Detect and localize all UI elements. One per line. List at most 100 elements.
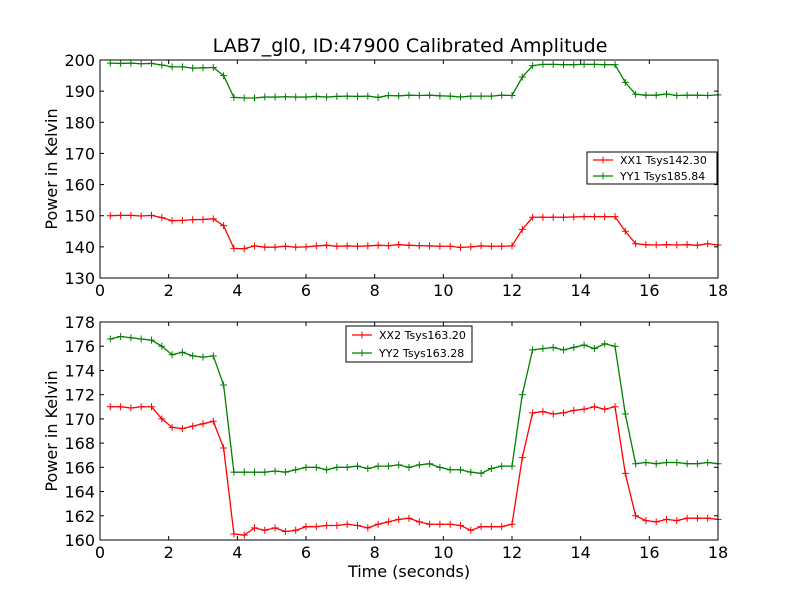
data-point: [529, 409, 537, 417]
chart-title: LAB7_gl0, ID:47900 Calibrated Amplitude: [213, 35, 608, 57]
data-point: [189, 422, 197, 430]
data-point: [302, 93, 310, 101]
y-tick-label: 178: [64, 313, 95, 332]
data-point: [673, 458, 681, 466]
data-point: [106, 212, 114, 220]
y-tick-label: 162: [64, 507, 95, 526]
series-1-2: [106, 59, 722, 102]
data-point: [518, 391, 526, 399]
data-point: [467, 243, 475, 251]
data-point: [549, 343, 557, 351]
data-point: [549, 60, 557, 68]
data-point: [477, 523, 485, 531]
data-point: [426, 91, 434, 99]
data-point: [384, 92, 392, 100]
data-point: [632, 512, 640, 520]
data-point: [529, 62, 537, 70]
data-point: [117, 59, 125, 67]
y-tick-label: 170: [64, 410, 95, 429]
data-point: [251, 94, 258, 102]
data-point: [395, 461, 403, 469]
data-point: [683, 91, 691, 99]
data-point: [240, 468, 248, 476]
data-point: [549, 410, 557, 418]
data-point: [621, 227, 629, 235]
data-point: [704, 240, 712, 248]
data-point: [261, 526, 269, 534]
data-point: [683, 460, 691, 468]
data-point: [673, 92, 681, 100]
chart-panels: 0 2 4 6 8 10 12 14 16 18130140150160170180190200P…: [42, 51, 728, 581]
data-point: [570, 61, 578, 69]
data-point: [148, 211, 155, 219]
y-tick-label: 180: [64, 113, 95, 132]
data-point: [673, 517, 681, 525]
legend-label: XX2 Tsys163.20: [379, 329, 466, 342]
data-point: [199, 215, 207, 223]
data-point: [220, 72, 228, 80]
data-point: [405, 91, 413, 99]
data-point: [590, 213, 598, 221]
data-point: [652, 241, 660, 249]
data-point: [632, 240, 640, 248]
data-point: [230, 468, 238, 476]
data-point: [302, 463, 310, 471]
data-point: [580, 213, 588, 221]
data-point: [168, 351, 176, 359]
data-point: [343, 463, 351, 471]
x-tick-label: 14: [570, 543, 590, 562]
data-point: [632, 460, 640, 468]
data-point: [611, 61, 619, 69]
data-point: [446, 92, 454, 100]
data-point: [271, 467, 279, 475]
x-tick-label: 12: [502, 543, 522, 562]
x-tick-label: 6: [301, 281, 311, 300]
data-point: [508, 242, 516, 250]
data-point: [632, 90, 640, 98]
data-point: [683, 514, 691, 522]
y-tick-label: 130: [64, 269, 95, 288]
data-point: [354, 462, 361, 470]
data-point: [601, 340, 609, 348]
x-tick-label: 2: [164, 281, 174, 300]
data-point: [560, 61, 567, 69]
data-point: [436, 92, 444, 100]
data-point: [580, 60, 588, 68]
data-point: [158, 214, 166, 222]
legend-label: XX1 Tsys142.30: [620, 154, 707, 167]
data-point: [560, 346, 567, 354]
y-tick-label: 172: [64, 386, 95, 405]
data-point: [261, 468, 269, 476]
data-point: [642, 458, 650, 466]
data-point: [652, 518, 660, 526]
data-point: [127, 404, 135, 412]
data-point: [508, 92, 516, 100]
data-point: [426, 460, 434, 468]
data-point: [312, 92, 320, 100]
data-point: [498, 91, 506, 99]
data-point: [539, 60, 547, 68]
data-point: [570, 406, 578, 414]
data-point: [354, 521, 361, 529]
data-point: [230, 244, 238, 252]
data-point: [189, 216, 197, 224]
x-axis-label: Time (seconds): [347, 562, 470, 581]
data-point: [673, 241, 681, 249]
data-point: [137, 403, 145, 411]
data-point: [117, 333, 125, 341]
data-point: [529, 346, 537, 354]
legend: XX2 Tsys163.20 YY2 Tsys163.28: [345, 325, 473, 363]
data-point: [343, 242, 351, 250]
data-point: [230, 530, 238, 538]
data-point: [240, 94, 248, 102]
data-point: [663, 241, 670, 249]
data-point: [251, 242, 258, 250]
data-point: [384, 518, 392, 526]
data-point: [374, 520, 382, 528]
data-point: [240, 245, 248, 253]
data-point: [693, 514, 701, 522]
data-point: [611, 213, 619, 221]
legend: XX1 Tsys142.30 YY1 Tsys185.84: [586, 151, 718, 185]
